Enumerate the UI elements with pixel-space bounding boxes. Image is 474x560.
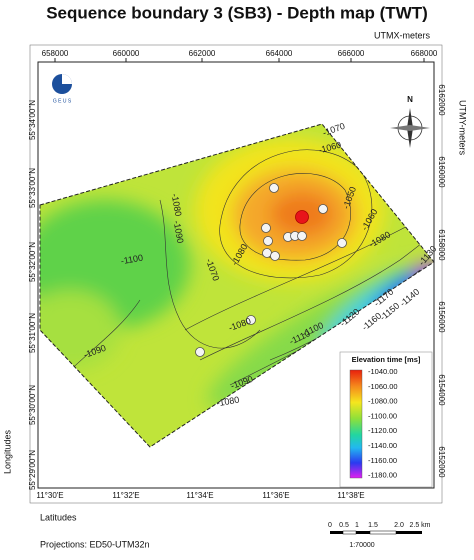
map-frame [37, 61, 435, 489]
bottom-tick-label: 11°34'E [186, 491, 213, 500]
left-tick-label: 55°29'00"N [28, 450, 37, 490]
legend: Elevation time [ms] [339, 351, 433, 488]
scale-label: 0.5 [339, 522, 349, 529]
north-arrow: N [390, 95, 430, 148]
x-axis-name: UTMX-meters [374, 30, 430, 40]
legend-label: -1160.00 [368, 456, 397, 465]
top-tick-label: 658000 [42, 49, 69, 58]
well [195, 347, 205, 357]
contour-label: -1140 [398, 287, 422, 309]
left-tick-label: 55°33'00"N [28, 168, 37, 208]
scale-label: 2.5 km [409, 522, 430, 529]
scale-label: 2.0 [394, 522, 404, 529]
color-bar [349, 369, 363, 479]
geus-logo: G E U S [52, 74, 72, 104]
bottom-tick-label: 11°38'E [337, 491, 364, 500]
top-tick-label: 668000 [411, 49, 438, 58]
legend-label: -1080.00 [368, 397, 398, 406]
legend-label: -1040.00 [368, 367, 398, 376]
well [269, 183, 279, 193]
scale-label: 1.5 [368, 522, 378, 529]
contour-label: -1100 [120, 253, 144, 267]
north-label: N [407, 95, 413, 104]
scale-label: 1 [355, 522, 359, 529]
scale-label: 0 [328, 522, 332, 529]
left-tick-label: 55°32'00"N [28, 242, 37, 282]
outer-frame [29, 44, 443, 504]
right-tick-label: 6162000 [437, 84, 446, 116]
bottom-label: Latitudes [40, 512, 77, 522]
legend-label: -1140.00 [368, 441, 397, 450]
left-tick-label: 55°31'00"N [28, 313, 37, 353]
contour-label: -1080 [216, 394, 240, 408]
well [246, 315, 256, 325]
right-tick-label: 6154000 [437, 374, 446, 406]
right-tick-label: 6158000 [437, 229, 446, 261]
top-tick-label: 664000 [266, 49, 293, 58]
bottom-tick-label: 11°30'E [36, 491, 63, 500]
title: Sequence boundary 3 (SB3) - Depth map (T… [46, 3, 428, 22]
bottom-tick-label: 11°32'E [112, 491, 139, 500]
legend-label: -1060.00 [368, 382, 398, 391]
scale-ratio: 1:70000 [349, 542, 374, 549]
contour-label: -1080 [170, 193, 184, 217]
top-tick-label: 666000 [338, 49, 365, 58]
legend-label: -1180.00 [368, 471, 397, 480]
well [263, 236, 273, 246]
y-axis-name: UTMY-meters [458, 100, 468, 156]
bottom-tick-label: 11°36'E [262, 491, 289, 500]
well [297, 231, 307, 241]
contour-label: -1090 [172, 220, 186, 244]
contour-label: -1070 [321, 121, 346, 138]
right-tick-label: 6152000 [437, 446, 446, 478]
survey-outline [39, 123, 435, 448]
side-label: Longitudes [2, 430, 12, 475]
logo-text: G E U S [53, 98, 72, 104]
well [270, 251, 280, 261]
well [337, 238, 347, 248]
left-tick-label: 55°30'00"N [28, 385, 37, 425]
right-tick-label: 6160000 [437, 156, 446, 188]
main-well [295, 210, 309, 224]
wells [195, 183, 347, 357]
left-tick-label: 55°34'00"N [28, 100, 37, 140]
top-tick-label: 660000 [113, 49, 140, 58]
right-tick-label: 6156000 [437, 301, 446, 333]
top-tick-label: 662000 [189, 49, 216, 58]
well [261, 223, 271, 233]
well [318, 204, 328, 214]
legend-label: -1120.00 [368, 426, 397, 435]
scale-bar [330, 530, 422, 535]
projection: Projections: ED50-UTM32n [40, 539, 150, 549]
legend-label: -1100.00 [368, 411, 397, 420]
legend-title: Elevation time [ms] [352, 355, 421, 364]
